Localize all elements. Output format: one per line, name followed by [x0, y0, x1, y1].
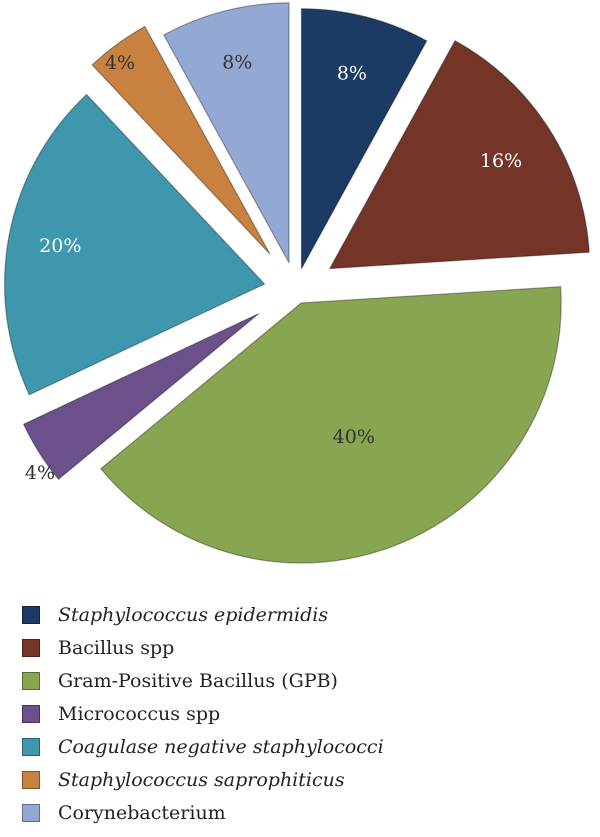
slice-label: 16% [480, 150, 522, 172]
slice-label: 8% [222, 51, 252, 73]
legend-swatch [22, 605, 40, 624]
legend-swatch [22, 671, 40, 690]
slice-label: 8% [337, 62, 367, 84]
slice-label: 4% [25, 462, 55, 484]
legend-label: Corynebacterium [58, 801, 226, 824]
legend-label: Staphylococcus saprophiticus [58, 768, 345, 791]
legend-label: Micrococcus spp [58, 702, 221, 725]
pie-slice-coagulase-negative-staphylococci [3, 93, 266, 396]
pie-chart: 8% 16% 40% 4% 20% 4% 8% [3, 2, 590, 564]
legend-item: Staphylococcus epidermidis [22, 598, 582, 631]
slice-label: 40% [333, 426, 375, 448]
legend-swatch [22, 803, 40, 822]
pie-slice-staphylococcus-saprophiticus [91, 25, 271, 255]
pie-slice-staphylococcus-epidermidis [300, 8, 428, 269]
legend-item: Coagulase negative staphylococci [22, 730, 582, 763]
pie-slice-corynebacterium [162, 2, 290, 264]
legend-swatch [22, 638, 40, 657]
pie-slice-micrococcus-spp [22, 313, 260, 481]
legend-swatch [22, 704, 40, 723]
legend-item: Corynebacterium [22, 796, 582, 829]
legend-label: Staphylococcus epidermidis [58, 603, 329, 626]
pie-slice-gram-positive-bacillus-gpb [99, 286, 562, 564]
legend-item: Gram-Positive Bacillus (GPB) [22, 664, 582, 697]
legend-item: Bacillus spp [22, 631, 582, 664]
legend-label: Coagulase negative staphylococci [58, 735, 384, 758]
legend-label: Gram-Positive Bacillus (GPB) [58, 669, 338, 692]
legend-item: Staphylococcus saprophiticus [22, 763, 582, 796]
pie-labels: 8% 16% 40% 4% 20% 4% 8% [25, 51, 522, 484]
slice-label: 4% [105, 52, 135, 74]
legend-swatch [22, 737, 40, 756]
legend-label: Bacillus spp [58, 636, 175, 659]
legend-item: Micrococcus spp [22, 697, 582, 730]
legend: Staphylococcus epidermidis Bacillus spp Gr… [22, 598, 582, 829]
pie-slices [3, 2, 590, 564]
pie-slice-bacillus-spp [328, 39, 590, 270]
legend-swatch [22, 770, 40, 789]
slice-label: 20% [39, 235, 81, 257]
